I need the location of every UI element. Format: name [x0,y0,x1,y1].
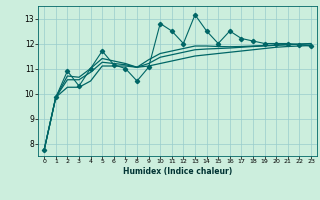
X-axis label: Humidex (Indice chaleur): Humidex (Indice chaleur) [123,167,232,176]
